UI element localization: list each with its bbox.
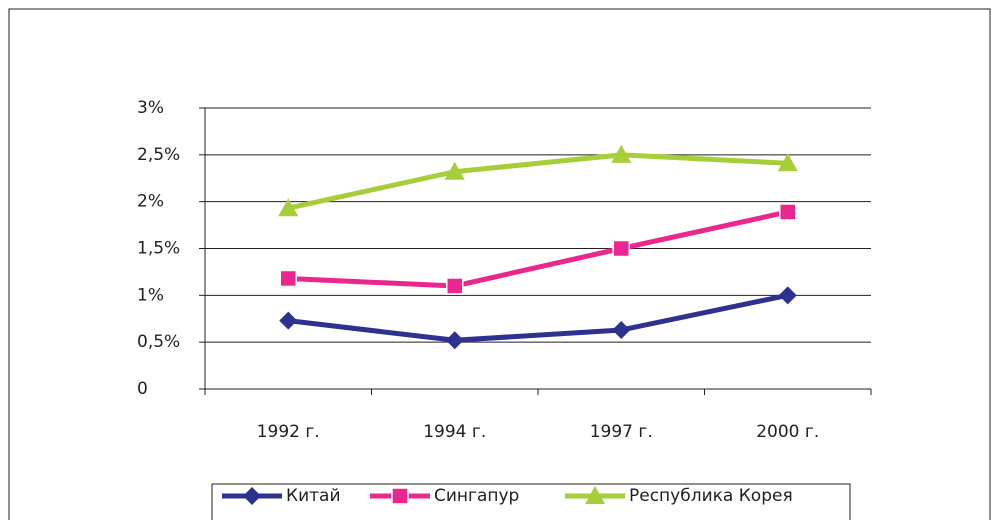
series-line [287, 292, 789, 343]
marker [611, 144, 632, 163]
marker [279, 269, 297, 288]
marker [445, 331, 464, 350]
marker [279, 311, 298, 330]
series-line [287, 152, 788, 211]
legend-marker [585, 486, 605, 504]
y-tick-label: 1% [137, 285, 164, 305]
marker [777, 153, 798, 172]
legend-box [211, 483, 851, 520]
y-tick-label: 1,5% [137, 239, 180, 259]
frame [8, 8, 991, 520]
y-tick-label: 2% [137, 192, 164, 212]
legend-label: Республика Корея [629, 486, 793, 506]
legend-label: Китай [286, 486, 341, 506]
marker [612, 239, 630, 258]
y-tick-label: 2,5% [137, 145, 180, 165]
marker [278, 198, 299, 217]
legend-marker [243, 487, 261, 505]
x-tick-label: 1994 г. [423, 422, 486, 442]
legend-marker [391, 487, 409, 505]
y-tick-label: 0,5% [137, 332, 180, 352]
x-tick-label: 2000 г. [756, 422, 819, 442]
marker [446, 277, 464, 295]
marker [779, 203, 797, 221]
marker [778, 286, 797, 305]
marker [612, 320, 631, 339]
x-tick-label: 1997 г. [590, 422, 653, 442]
y-tick-label: 0 [137, 379, 148, 399]
marker [444, 161, 465, 180]
legend-label: Сингапур [434, 486, 519, 506]
series-line [288, 209, 789, 289]
y-tick-label: 3% [137, 98, 164, 118]
x-tick-label: 1992 г. [257, 422, 320, 442]
